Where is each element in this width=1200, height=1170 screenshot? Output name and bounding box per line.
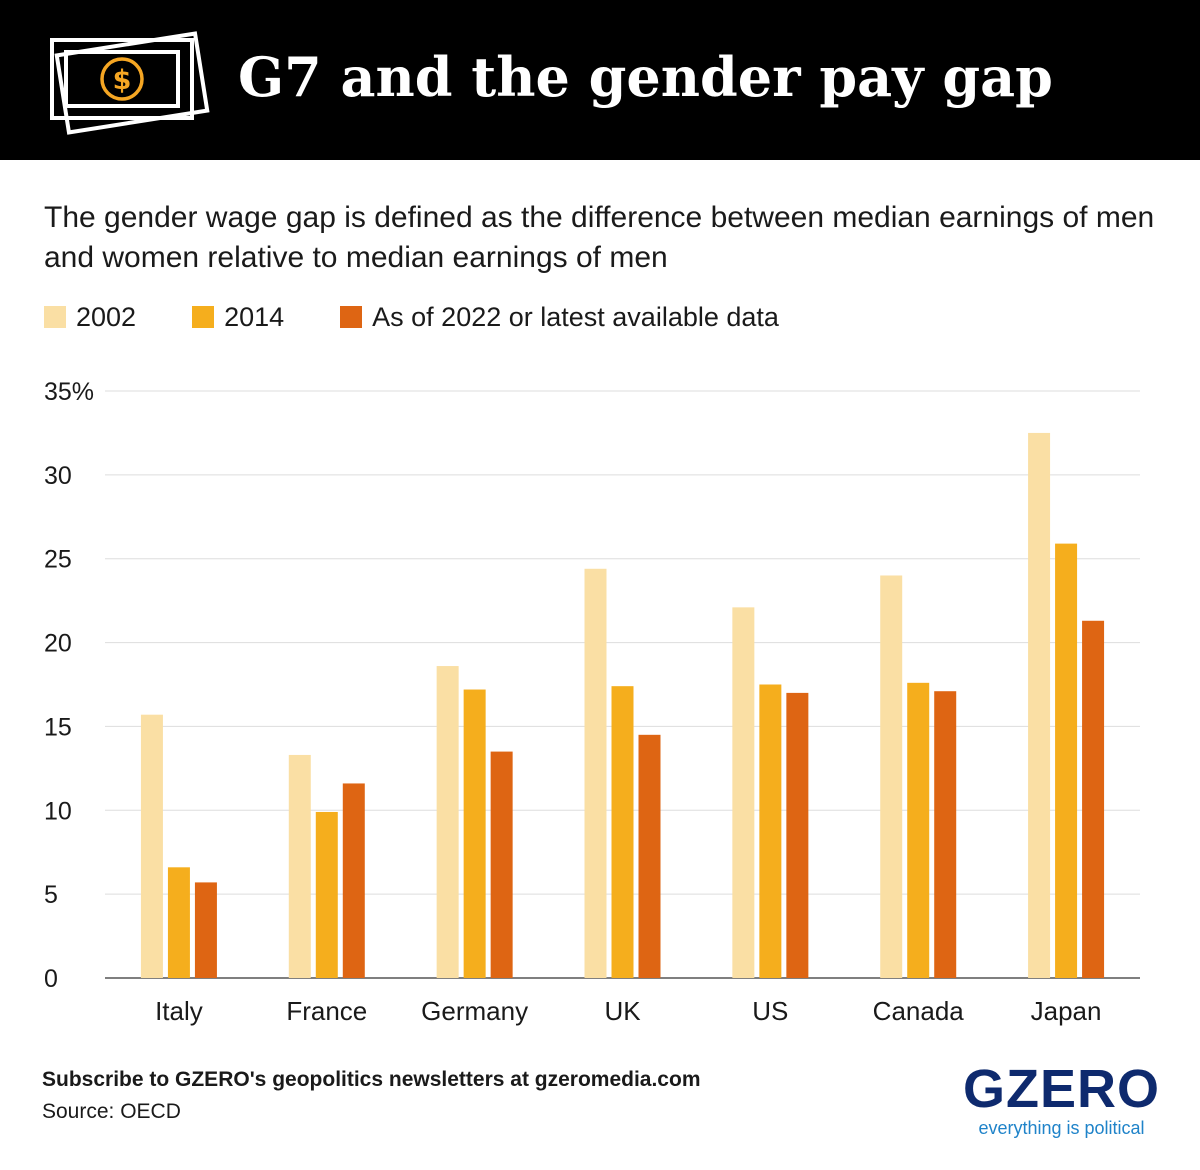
bar — [288, 754, 311, 978]
y-tick-label: 15 — [44, 713, 72, 741]
bar — [342, 783, 365, 978]
legend-swatch — [192, 306, 215, 328]
x-category-label: US — [752, 996, 788, 1026]
legend-label: 2002 — [76, 301, 137, 332]
source-note: Source: OECD — [42, 1100, 181, 1123]
bar — [1028, 432, 1051, 978]
bar — [786, 692, 809, 978]
brand-name: GZERO — [962, 1059, 1160, 1119]
y-tick-label: 25 — [44, 546, 72, 574]
legend-swatch — [44, 306, 66, 328]
bar — [907, 682, 930, 978]
x-category-label: Italy — [155, 996, 203, 1026]
y-tick-label: 20 — [44, 630, 72, 658]
bar-chart: 0 5 10 15 20 25 30 35% Italy France Germany UK US Can… — [44, 378, 1140, 1026]
legend-item-2002: 2002 — [44, 302, 136, 333]
legend-swatch — [340, 306, 363, 328]
x-category-label: Canada — [873, 996, 965, 1026]
y-tick-label: 10 — [44, 797, 72, 825]
bar — [611, 686, 634, 978]
chart-subtitle: The gender wage gap is defined as the di… — [44, 201, 1155, 274]
gzero-logo: GZERO everything is political — [963, 1062, 1160, 1139]
legend-label: As of 2022 or latest available data — [372, 301, 779, 332]
bar — [638, 734, 661, 978]
money-bill-icon: $ — [50, 31, 210, 135]
svg-text:$: $ — [113, 65, 132, 96]
bar — [759, 684, 782, 978]
y-tick-label: 0 — [44, 965, 58, 993]
bar — [584, 568, 607, 978]
x-category-label: UK — [604, 996, 641, 1026]
bar — [436, 666, 459, 978]
legend-label: 2014 — [224, 301, 285, 332]
bar — [1082, 620, 1105, 978]
newsletter-cta: Subscribe to GZERO's geopolitics newslet… — [42, 1068, 701, 1091]
legend-item-2014: 2014 — [192, 302, 284, 333]
bar — [880, 575, 903, 978]
header-banner: $ G7 and the gender pay gap — [0, 0, 1200, 160]
bar — [167, 867, 190, 978]
x-category-label: Japan — [1031, 996, 1102, 1026]
y-tick-label: 30 — [44, 462, 72, 490]
bar — [490, 751, 513, 978]
bar — [1055, 543, 1078, 978]
x-category-label: Germany — [421, 996, 528, 1026]
y-tick-label: 35% — [44, 378, 94, 406]
bar — [732, 607, 755, 978]
bar — [194, 882, 217, 978]
y-tick-label: 5 — [44, 881, 58, 909]
bar — [463, 689, 486, 978]
page-title: G7 and the gender pay gap — [238, 45, 1053, 109]
x-category-label: France — [286, 996, 367, 1026]
bar — [934, 691, 957, 978]
chart-legend: 2002 2014 As of 2022 or latest available… — [44, 300, 835, 334]
bar — [315, 811, 338, 978]
brand-tagline: everything is political — [978, 1118, 1145, 1138]
legend-item-latest: As of 2022 or latest available data — [340, 302, 779, 333]
bar — [140, 714, 163, 978]
